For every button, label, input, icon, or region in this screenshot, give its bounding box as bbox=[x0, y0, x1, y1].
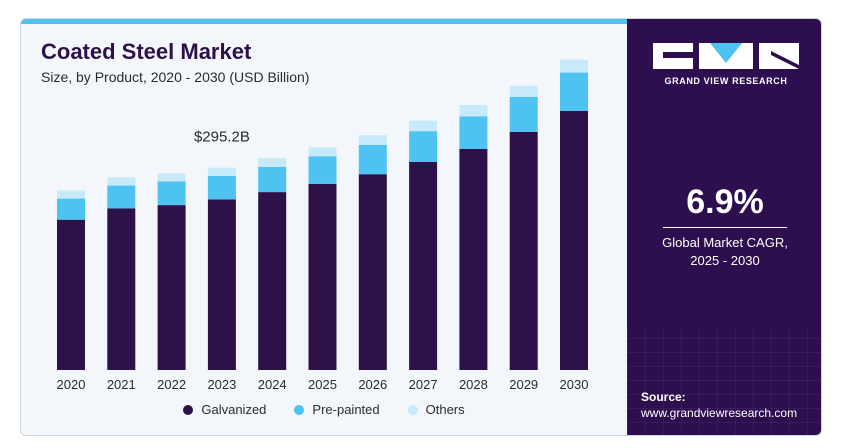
bar-pre-painted-2026 bbox=[358, 144, 387, 175]
accent-stripe bbox=[21, 19, 627, 24]
bar-others-2030 bbox=[560, 59, 588, 73]
value-annotation: $295.2B bbox=[194, 129, 250, 146]
bar-others-2022 bbox=[157, 173, 186, 182]
bar-others-2025 bbox=[308, 147, 337, 157]
bar-others-2027 bbox=[409, 120, 438, 132]
legend-label: Galvanized bbox=[201, 402, 267, 417]
logo-mark-icon bbox=[653, 43, 799, 69]
x-tick-label: 2027 bbox=[409, 377, 438, 392]
source-url[interactable]: www.grandviewresearch.com bbox=[641, 406, 798, 420]
x-tick-label: 2020 bbox=[57, 377, 86, 392]
bar-galvanized-2026 bbox=[358, 174, 387, 370]
bar-galvanized-2029 bbox=[509, 131, 538, 370]
bar-chart: 2020 2021 2022 2023 $295.2B 2024 2025 2026 2027 2… bbox=[57, 59, 589, 392]
bar-others-2020 bbox=[57, 190, 85, 199]
x-tick-label: 2024 bbox=[258, 377, 287, 392]
legend-swatch bbox=[294, 404, 305, 415]
bar-others-2026 bbox=[358, 135, 387, 145]
x-tick-label: 2025 bbox=[308, 377, 337, 392]
legend-item-pre-painted: Pre-painted bbox=[294, 402, 380, 417]
chart-subtitle: Size, by Product, 2020 - 2030 (USD Billi… bbox=[41, 69, 310, 85]
chart-legend: Galvanized Pre-painted Others bbox=[21, 402, 627, 417]
bar-pre-painted-2027 bbox=[409, 131, 438, 162]
legend-swatch bbox=[407, 404, 418, 415]
x-tick-label: 2026 bbox=[358, 377, 387, 392]
bar-others-2021 bbox=[107, 177, 136, 186]
legend-item-galvanized: Galvanized bbox=[183, 402, 266, 417]
bar-galvanized-2020 bbox=[57, 219, 85, 370]
legend-item-others: Others bbox=[407, 402, 465, 417]
x-tick-label: 2028 bbox=[459, 377, 488, 392]
grid-pattern bbox=[627, 327, 821, 435]
divider bbox=[663, 227, 787, 228]
source-title: Source: bbox=[641, 390, 686, 404]
bar-galvanized-2021 bbox=[107, 208, 136, 370]
cagr-label-line1: Global Market CAGR, bbox=[662, 235, 788, 250]
bar-galvanized-2024 bbox=[258, 192, 287, 370]
bar-pre-painted-2030 bbox=[560, 72, 588, 111]
brand-logo: GRAND VIEW RESEARCH bbox=[653, 41, 799, 91]
bar-galvanized-2027 bbox=[409, 162, 438, 370]
source-note: Source: www.grandviewresearch.com bbox=[641, 389, 797, 421]
brand-name: GRAND VIEW RESEARCH bbox=[664, 76, 788, 86]
bar-galvanized-2030 bbox=[560, 110, 588, 371]
bar-pre-painted-2023 bbox=[207, 175, 236, 200]
bar-galvanized-2022 bbox=[157, 205, 186, 370]
x-tick-label: 2021 bbox=[107, 377, 136, 392]
x-tick-label: 2029 bbox=[509, 377, 538, 392]
x-tick-label: 2030 bbox=[560, 377, 589, 392]
info-sidebar: GRAND VIEW RESEARCH 6.9% Global Market C… bbox=[627, 19, 821, 435]
bar-pre-painted-2029 bbox=[509, 97, 538, 132]
cagr-value: 6.9% bbox=[686, 183, 764, 221]
bar-others-2023 bbox=[207, 167, 236, 176]
legend-swatch bbox=[183, 404, 194, 415]
x-tick-label: 2023 bbox=[207, 377, 236, 392]
bar-galvanized-2025 bbox=[308, 183, 337, 370]
chart-panel: Coated Steel Market Size, by Product, 20… bbox=[21, 19, 627, 435]
chart-title: Coated Steel Market bbox=[41, 39, 252, 64]
bar-others-2024 bbox=[258, 157, 287, 167]
bar-galvanized-2028 bbox=[459, 149, 488, 370]
bar-pre-painted-2028 bbox=[459, 116, 488, 149]
cagr-label-line2: 2025 - 2030 bbox=[690, 253, 760, 268]
legend-label: Pre-painted bbox=[312, 402, 380, 417]
legend-label: Others bbox=[425, 402, 465, 417]
bar-pre-painted-2025 bbox=[308, 156, 337, 184]
bar-others-2028 bbox=[459, 105, 488, 117]
bar-galvanized-2023 bbox=[207, 199, 236, 370]
chart-card: Coated Steel Market Size, by Product, 20… bbox=[20, 18, 822, 436]
bar-others-2029 bbox=[509, 85, 538, 97]
bar-pre-painted-2021 bbox=[107, 185, 136, 209]
x-tick-label: 2022 bbox=[157, 377, 186, 392]
bar-pre-painted-2022 bbox=[157, 181, 186, 206]
bar-pre-painted-2020 bbox=[57, 198, 85, 220]
cagr-label: Global Market CAGR, 2025 - 2030 bbox=[627, 234, 821, 270]
bar-pre-painted-2024 bbox=[258, 166, 287, 193]
